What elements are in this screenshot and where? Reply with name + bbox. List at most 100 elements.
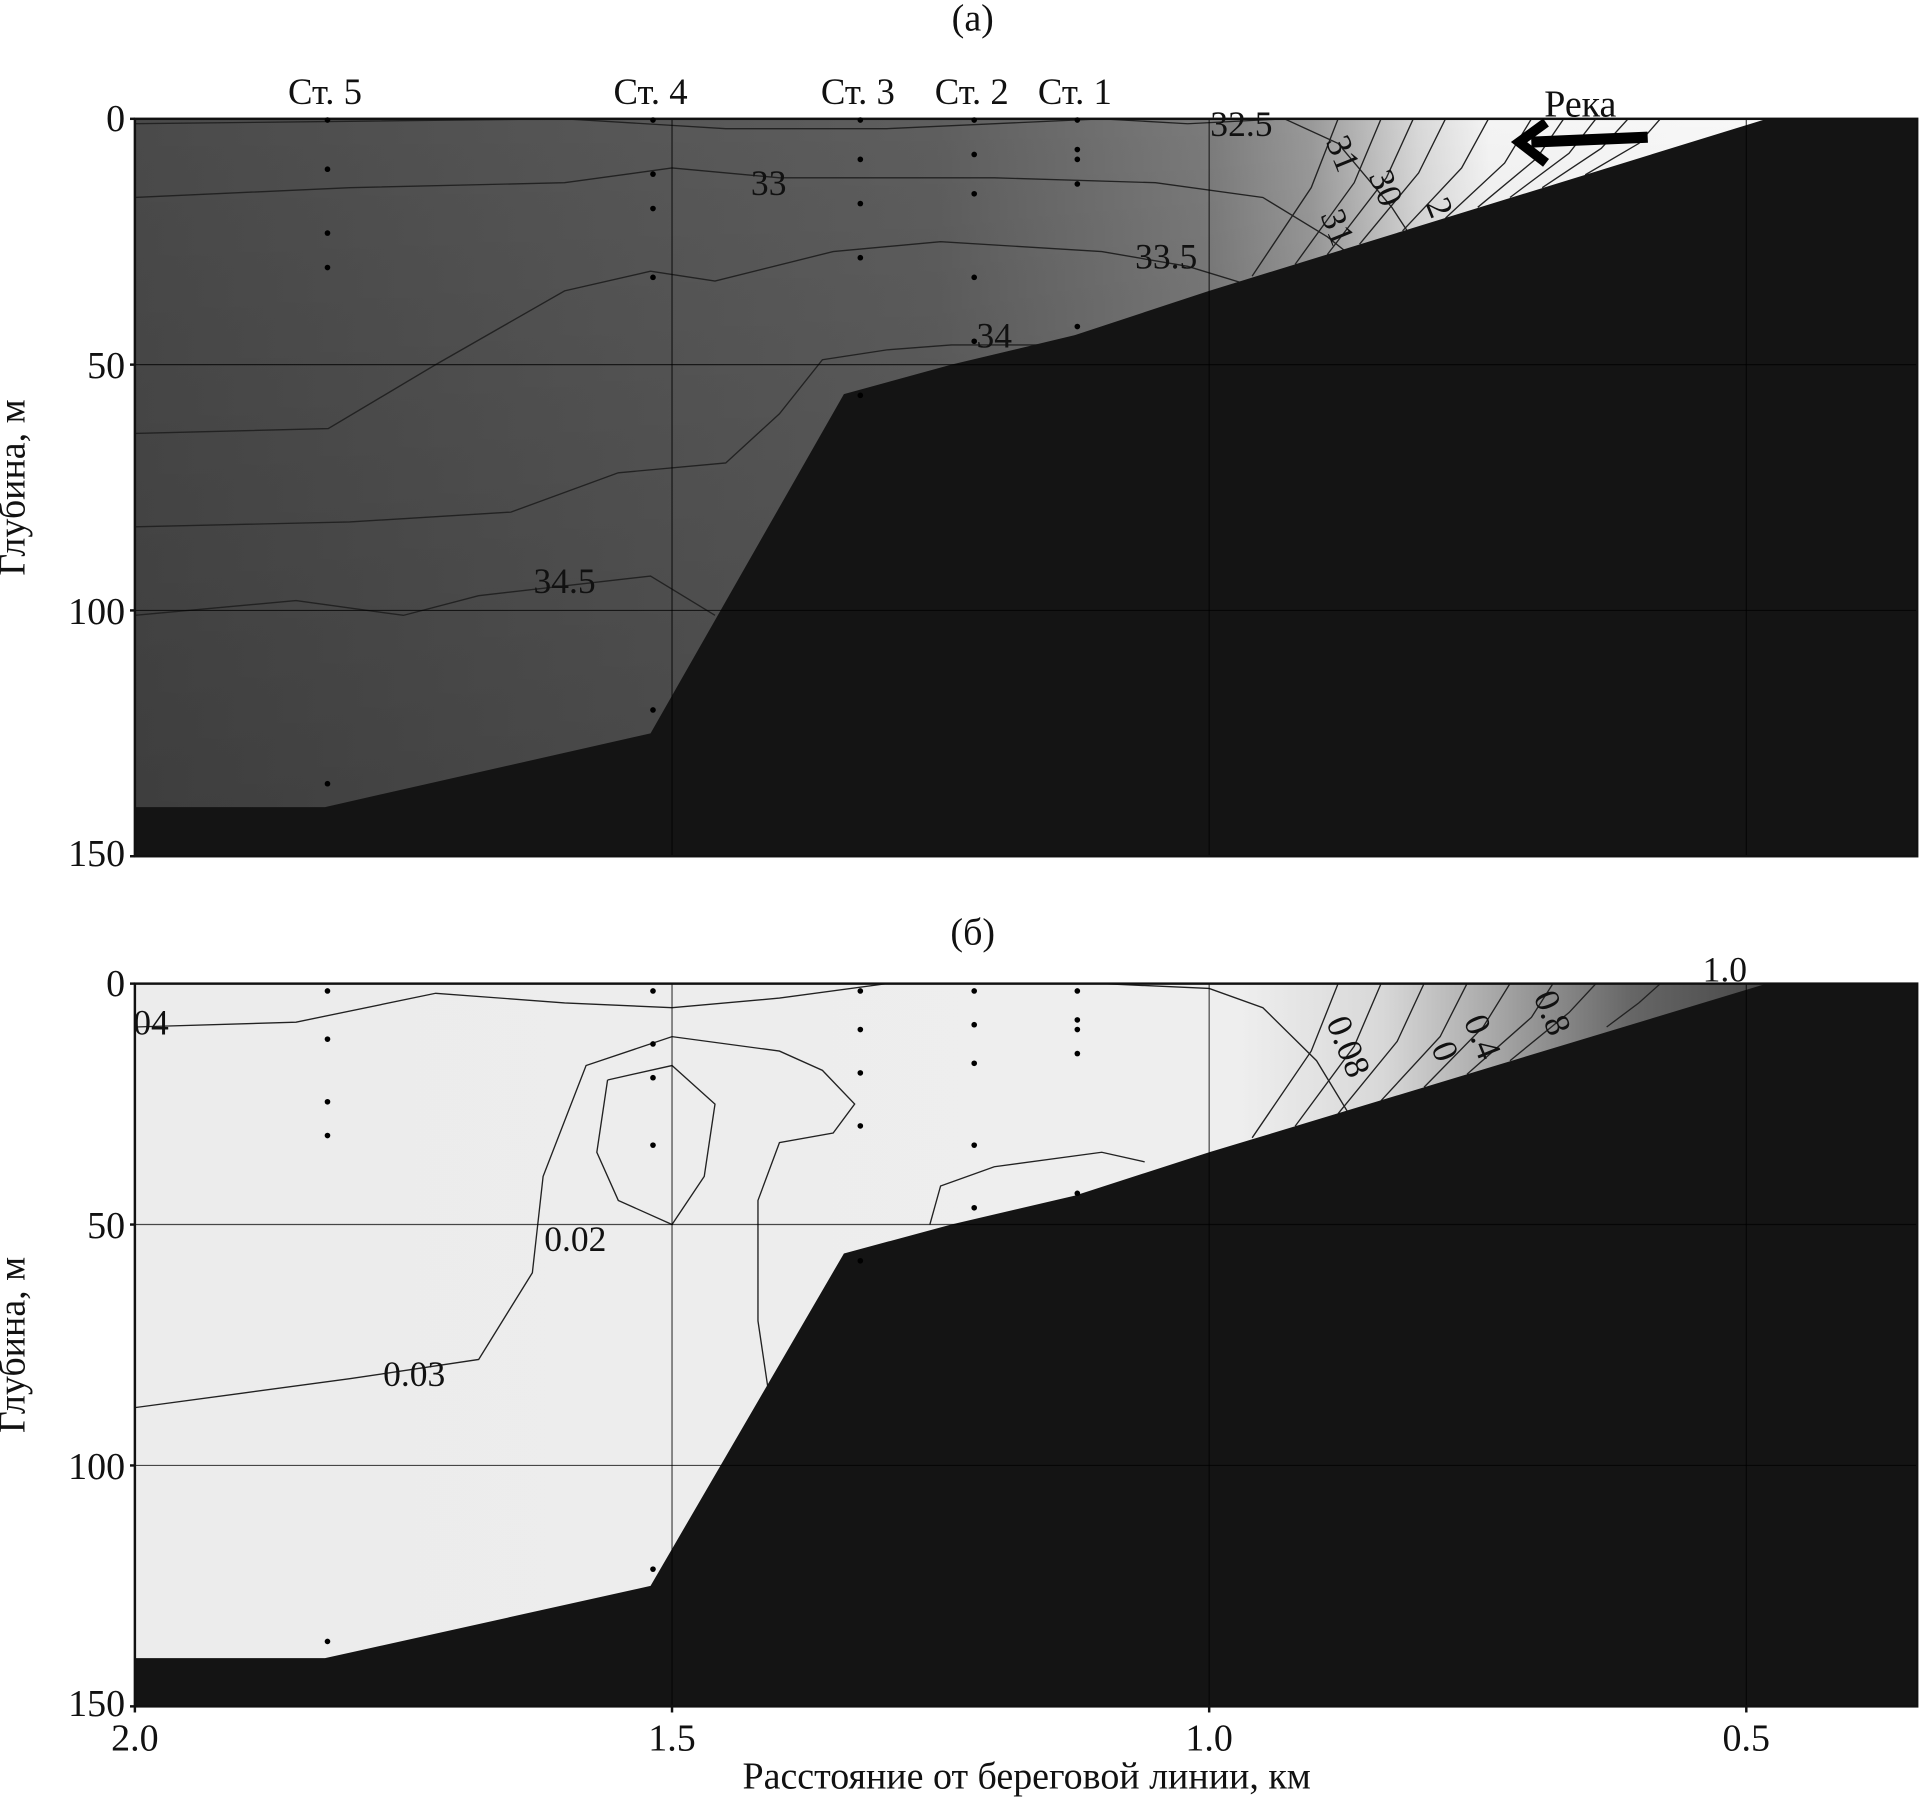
contour-line	[1251, 983, 1339, 1139]
sample-point	[971, 1142, 978, 1148]
sample-point	[650, 274, 656, 281]
contour-line	[596, 1064, 716, 1226]
sample-point	[971, 274, 978, 281]
sample-point	[324, 264, 331, 271]
sample-point	[971, 1021, 978, 1028]
sample-point	[971, 117, 978, 123]
sample-point	[650, 1142, 656, 1148]
sample-point	[1074, 988, 1081, 994]
contour-label: 33	[751, 163, 787, 203]
station-label: Ст. 2	[935, 71, 1009, 112]
sample-point	[650, 205, 656, 212]
sample-point	[1074, 1190, 1081, 1197]
contour-line	[134, 575, 716, 617]
y-tick-label: 50	[87, 345, 125, 387]
sample-point	[971, 190, 978, 197]
seabed	[134, 983, 1918, 1707]
contour-label: 32.5	[1210, 104, 1272, 144]
sample-point	[650, 1566, 656, 1572]
sample-point	[857, 392, 864, 399]
contour-label: 1.0	[1703, 949, 1747, 989]
contour-line	[1402, 118, 1490, 232]
contour-line	[1606, 983, 1661, 1028]
contour-line	[1337, 983, 1425, 1115]
sample-point	[324, 1098, 331, 1105]
contour-label: 0.02	[544, 1219, 606, 1259]
sample-point	[857, 1257, 864, 1264]
sample-point	[857, 1123, 864, 1129]
sample-point	[324, 1638, 331, 1645]
panel-title: (б)	[950, 911, 995, 953]
sample-point	[1074, 156, 1081, 163]
sample-point	[1074, 1026, 1081, 1033]
station-label: Ст. 5	[288, 71, 362, 112]
sample-point	[650, 1074, 656, 1081]
contour-line	[1380, 983, 1468, 1102]
contour-line	[1466, 983, 1554, 1075]
y-tick-label: 150	[68, 833, 125, 875]
seabed	[134, 118, 1918, 857]
y-tick-label: 50	[87, 1205, 125, 1247]
contour-label: 34.5	[534, 561, 596, 601]
river-arrow-shaft	[1531, 131, 1648, 148]
sample-point	[650, 707, 656, 713]
sample-point	[971, 151, 978, 158]
contour-line	[1509, 983, 1597, 1062]
sample-point	[324, 1036, 331, 1042]
panel-b-concentration: 040.030.020.08 00.4 0.81.0050100150Глубина…	[0, 911, 1919, 1759]
contour-line	[929, 1151, 1145, 1225]
contour-line	[1584, 118, 1661, 176]
x-tick-label: 0.5	[1723, 1717, 1770, 1759]
plot-frame	[133, 117, 1919, 858]
contour-line	[134, 1035, 856, 1409]
station-label: Ст. 4	[614, 71, 688, 112]
contour-line	[134, 344, 1081, 528]
contour-line	[134, 241, 1253, 435]
contour-line	[1294, 983, 1382, 1127]
contour-line	[1541, 118, 1629, 189]
sample-point	[650, 988, 656, 994]
contour-label: 04	[133, 1002, 169, 1042]
sample-point	[1074, 1017, 1081, 1023]
sample-point	[857, 156, 864, 163]
river-label: Река	[1544, 83, 1616, 125]
y-tick-label: 0	[106, 98, 125, 140]
sample-point	[324, 166, 331, 173]
sample-point	[650, 1041, 656, 1047]
contour-line	[134, 167, 1371, 272]
sample-point	[971, 1060, 978, 1067]
y-tick-label: 0	[106, 963, 125, 1005]
x-tick-label: 1.0	[1185, 1717, 1232, 1759]
y-tick-label: 100	[68, 1446, 125, 1488]
sample-point	[324, 1132, 331, 1139]
river-arrow-head	[1510, 118, 1550, 167]
sample-point	[324, 117, 331, 123]
contour-line	[1359, 118, 1447, 245]
panel-title: (а)	[952, 0, 994, 40]
sample-point	[857, 254, 864, 261]
sample-point	[1074, 323, 1081, 330]
station-label: Ст. 1	[1038, 71, 1112, 112]
sample-point	[650, 171, 656, 177]
sample-point	[650, 117, 656, 123]
plot-frame	[133, 982, 1919, 1708]
sample-point	[857, 117, 864, 123]
sample-point	[1074, 117, 1081, 123]
sample-point	[857, 988, 864, 994]
contour-line	[1509, 118, 1597, 199]
contour-line	[1251, 118, 1339, 277]
contour-line	[134, 983, 1350, 1115]
sample-point	[857, 1070, 864, 1076]
sample-point	[857, 1026, 864, 1033]
station-label: Ст. 3	[821, 71, 895, 112]
contour-line	[1423, 983, 1511, 1088]
sample-point	[324, 230, 331, 236]
sample-point	[971, 338, 978, 345]
sample-point	[857, 200, 864, 207]
y-tick-label: 150	[68, 1683, 125, 1725]
y-tick-label: 100	[68, 591, 125, 633]
y-axis-label: Глубина, м	[0, 1257, 34, 1433]
contour-label: 34	[977, 315, 1013, 355]
x-tick-label: 1.5	[648, 1717, 695, 1759]
